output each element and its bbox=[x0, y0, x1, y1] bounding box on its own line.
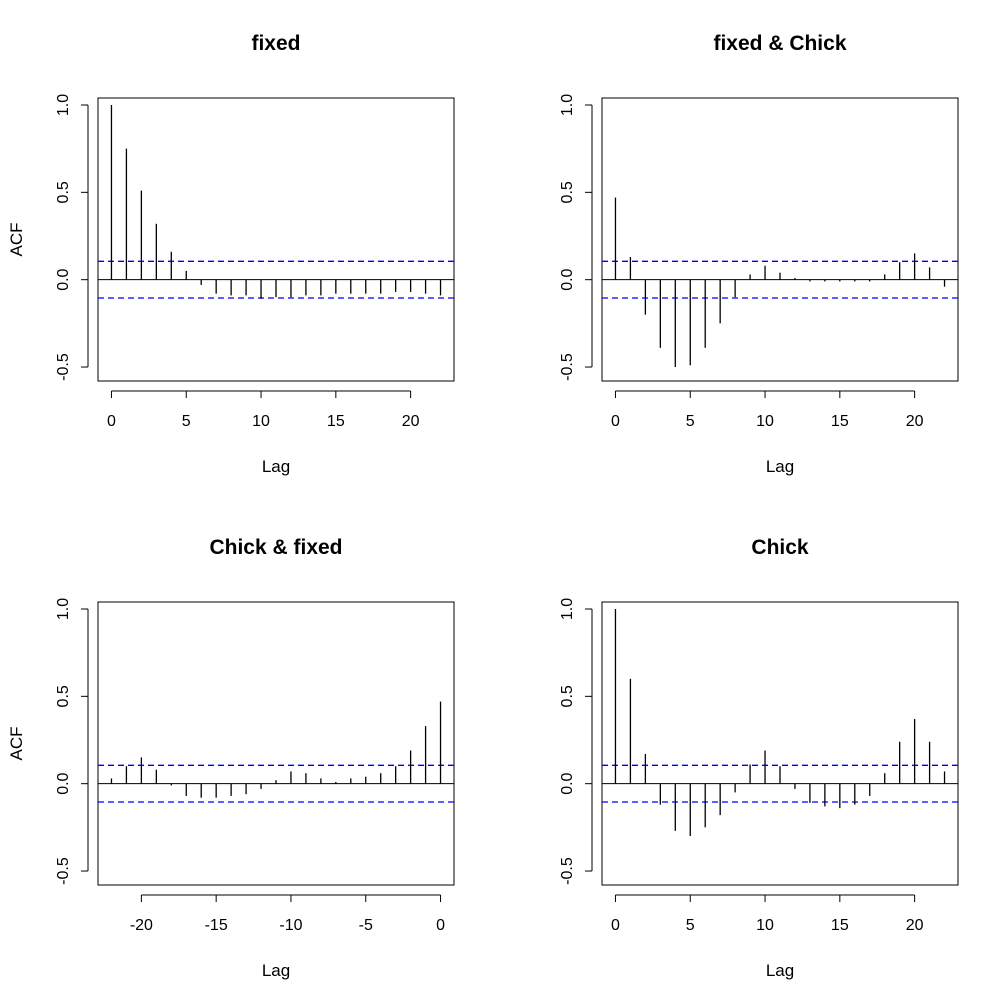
x-tick-label: 15 bbox=[831, 917, 849, 934]
y-tick-label: 0.0 bbox=[55, 772, 72, 794]
acf-panel-3: Chick & fixed -20 -15 -10 -5 0 Lag -0.5 0.0 0.5 1.… bbox=[7, 536, 455, 980]
acf-panel-4: Chick 0 5 10 15 20 Lag -0.5 0.0 0.5 1.0 bbox=[559, 536, 959, 980]
y-tick-label: 0.5 bbox=[55, 181, 72, 203]
plot-frame bbox=[97, 97, 455, 382]
x-tick-label: -15 bbox=[205, 917, 228, 934]
plot-frame bbox=[601, 601, 959, 886]
x-tick-label: -10 bbox=[279, 917, 302, 934]
x-tick-label: 5 bbox=[686, 917, 695, 934]
acf-panel-2: fixed & Chick 0 5 10 15 20 Lag -0.5 0.0 0.5 1.0 bbox=[559, 32, 959, 476]
panel-title: fixed & Chick bbox=[713, 32, 846, 55]
y-tick-label: 0.5 bbox=[55, 685, 72, 707]
x-tick-label: 10 bbox=[756, 917, 774, 934]
y-axis-label: ACF bbox=[7, 223, 26, 257]
x-tick-label: 0 bbox=[611, 917, 620, 934]
y-tick-label: 0.0 bbox=[55, 268, 72, 290]
x-tick-label: 0 bbox=[611, 413, 620, 430]
y-tick-label: 0.0 bbox=[559, 268, 576, 290]
x-tick-label: 15 bbox=[327, 413, 345, 430]
x-tick-label: 5 bbox=[686, 413, 695, 430]
y-tick-label: 0.5 bbox=[559, 685, 576, 707]
panel-title: Chick & fixed bbox=[209, 536, 342, 559]
panel-title: Chick bbox=[751, 536, 809, 559]
panel-title: fixed bbox=[251, 32, 300, 55]
y-axis-label: ACF bbox=[7, 727, 26, 761]
acf-panel-1: fixed 0 5 10 15 20 Lag -0.5 0.0 0.5 1.0 ACF bbox=[7, 32, 455, 476]
y-tick-label: -0.5 bbox=[559, 353, 576, 381]
plot-frame bbox=[97, 601, 455, 886]
x-tick-label: -5 bbox=[359, 917, 373, 934]
y-tick-label: -0.5 bbox=[55, 857, 72, 885]
x-tick-label: 10 bbox=[756, 413, 774, 430]
y-tick-label: 0.0 bbox=[559, 772, 576, 794]
x-tick-label: 20 bbox=[906, 917, 924, 934]
y-tick-label: 0.5 bbox=[559, 181, 576, 203]
y-tick-label: 1.0 bbox=[55, 598, 72, 620]
y-tick-label: -0.5 bbox=[55, 353, 72, 381]
x-tick-label: 5 bbox=[182, 413, 191, 430]
x-tick-label: 15 bbox=[831, 413, 849, 430]
y-tick-label: 1.0 bbox=[55, 94, 72, 116]
x-tick-label: 20 bbox=[906, 413, 924, 430]
x-tick-label: -20 bbox=[130, 917, 153, 934]
y-tick-label: 1.0 bbox=[559, 94, 576, 116]
plot-frame bbox=[601, 97, 959, 382]
x-tick-label: 10 bbox=[252, 413, 270, 430]
x-axis-label: Lag bbox=[262, 961, 290, 980]
x-tick-label: 0 bbox=[436, 917, 445, 934]
y-tick-label: -0.5 bbox=[559, 857, 576, 885]
x-axis-label: Lag bbox=[766, 457, 794, 476]
y-tick-label: 1.0 bbox=[559, 598, 576, 620]
x-tick-label: 0 bbox=[107, 413, 116, 430]
x-axis-label: Lag bbox=[766, 961, 794, 980]
x-axis-label: Lag bbox=[262, 457, 290, 476]
x-tick-label: 20 bbox=[402, 413, 420, 430]
